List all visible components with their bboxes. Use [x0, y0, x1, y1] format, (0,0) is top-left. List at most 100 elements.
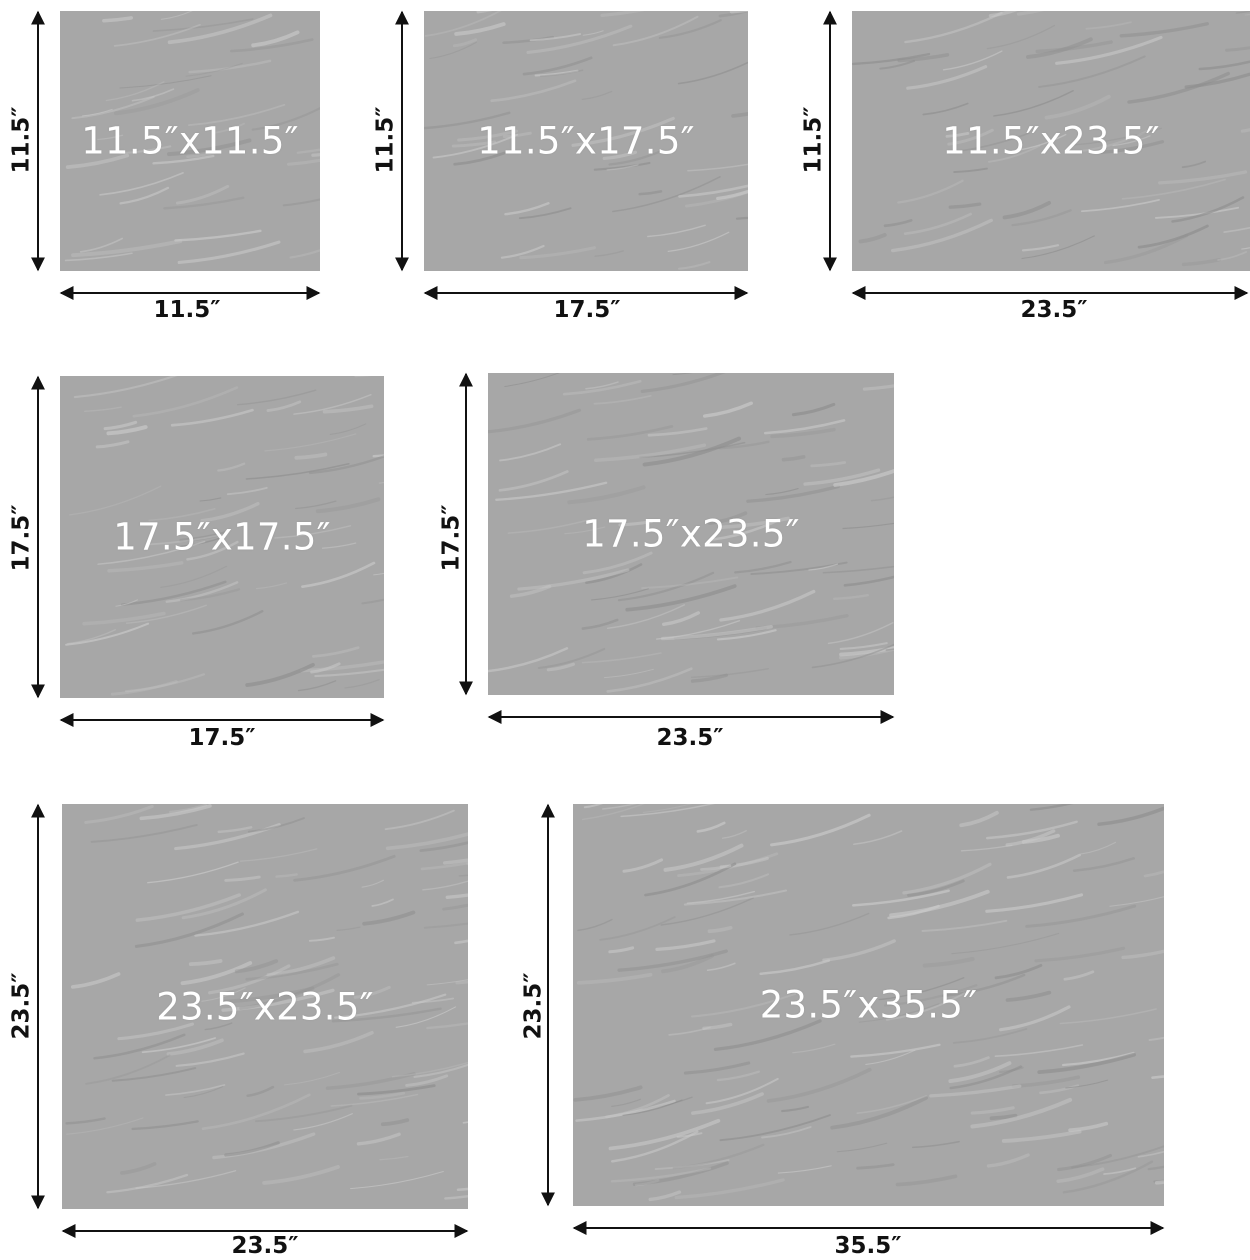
texture-streak: [746, 484, 841, 503]
texture-streak: [79, 237, 124, 253]
texture-streak: [174, 229, 262, 242]
texture-streak: [594, 250, 624, 257]
texture-streak: [696, 821, 726, 833]
texture-streak: [312, 646, 360, 658]
texture-streak: [93, 1033, 186, 1060]
height-label: 11.5″: [8, 106, 35, 174]
texture-streak: [713, 1019, 822, 1052]
texture-streak: [1025, 37, 1093, 59]
texture-streak: [266, 956, 336, 977]
texture-streak: [719, 589, 816, 622]
texture-streak: [321, 542, 357, 549]
texture-streak: [1071, 1145, 1164, 1169]
texture-streak: [64, 252, 133, 262]
texture-streak: [504, 373, 561, 387]
texture-streak: [691, 1092, 764, 1115]
texture-streak: [498, 470, 569, 492]
texture-streak: [204, 1022, 233, 1031]
texture-streak: [426, 979, 468, 986]
texture-streak: [148, 508, 216, 522]
texture-streak: [662, 611, 700, 627]
texture-streak: [1081, 199, 1160, 213]
texture-streak: [120, 580, 227, 606]
texture-streak: [194, 910, 300, 937]
texture-streak: [546, 662, 575, 672]
texture-streak: [141, 1037, 216, 1054]
texture-streak: [718, 516, 790, 530]
texture-streak: [70, 972, 121, 989]
tile-23x23: 23.5″x23.5″: [62, 804, 468, 1209]
texture-streak: [245, 962, 339, 981]
texture-streak: [1057, 1153, 1112, 1172]
texture-streak: [998, 1005, 1071, 1032]
texture-streak: [1103, 233, 1189, 265]
texture-streak: [282, 198, 320, 207]
texture-streak: [183, 1086, 224, 1099]
texture-streak: [994, 1044, 1084, 1058]
texture-streak: [1037, 1052, 1136, 1074]
texture-streak: [593, 161, 651, 171]
texture-streak: [147, 861, 239, 884]
texture-streak: [488, 647, 569, 673]
texture-streak: [947, 128, 994, 146]
tile-23x35: 23.5″x35.5″: [573, 804, 1164, 1206]
texture-streak: [191, 609, 264, 635]
texture-streak: [490, 79, 577, 103]
texture-streak: [476, 11, 493, 14]
texture-streak: [442, 903, 468, 911]
texture-streak: [922, 957, 975, 968]
texture-streak: [1198, 60, 1250, 71]
texture-streak: [765, 488, 799, 496]
texture-streak: [906, 65, 988, 90]
texture-streak: [236, 389, 317, 406]
texture-streak: [1072, 857, 1135, 872]
texture-streak: [960, 844, 1013, 852]
texture-streak: [902, 862, 992, 895]
texture-streak: [1143, 870, 1164, 878]
texture-streak: [611, 1098, 641, 1107]
texture-streak: [600, 11, 645, 17]
texture-streak: [405, 1074, 449, 1087]
texture-streak: [160, 11, 193, 20]
texture-streak: [1062, 1160, 1154, 1194]
texture-streak: [65, 1117, 106, 1125]
texture-streak: [577, 918, 613, 932]
texture-streak: [1137, 224, 1209, 249]
texture-streak: [81, 108, 113, 117]
texture-streak: [429, 41, 477, 60]
texture-streak: [293, 854, 396, 882]
texture-streak: [581, 90, 613, 100]
texture-streak: [839, 642, 888, 651]
texture-streak: [625, 584, 737, 612]
texture-streak: [642, 436, 742, 467]
tile-label: 23.5″x23.5″: [156, 985, 374, 1028]
stone-texture: [65, 804, 468, 1200]
texture-streak: [1021, 235, 1095, 260]
texture-streak: [993, 90, 1074, 117]
texture-streak: [617, 571, 715, 602]
texture-streak: [95, 440, 130, 449]
texture-streak: [1001, 1129, 1082, 1143]
texture-streak: [850, 1043, 941, 1058]
texture-streak: [1096, 140, 1165, 155]
texture-streak: [502, 35, 555, 44]
texture-streak: [1151, 1075, 1164, 1079]
texture-streak: [373, 572, 384, 576]
texture-streak: [803, 468, 881, 486]
texture-streak: [423, 922, 468, 929]
texture-streak: [856, 1095, 928, 1114]
texture-streak: [970, 1097, 1073, 1129]
texture-streak: [1181, 160, 1207, 169]
texture-streak: [344, 679, 380, 689]
texture-streak: [1154, 1180, 1164, 1185]
width-label: 23.5″: [656, 725, 724, 751]
texture-streak: [832, 593, 870, 601]
tile-11x23: 11.5″x23.5″: [852, 11, 1250, 271]
texture-streak: [1217, 251, 1248, 261]
texture-streak: [120, 1162, 157, 1175]
texture-streak: [1002, 200, 1051, 220]
texture-streak: [1235, 11, 1250, 14]
texture-streak: [1121, 178, 1226, 200]
texture-streak: [353, 985, 391, 999]
texture-streak: [422, 880, 468, 891]
